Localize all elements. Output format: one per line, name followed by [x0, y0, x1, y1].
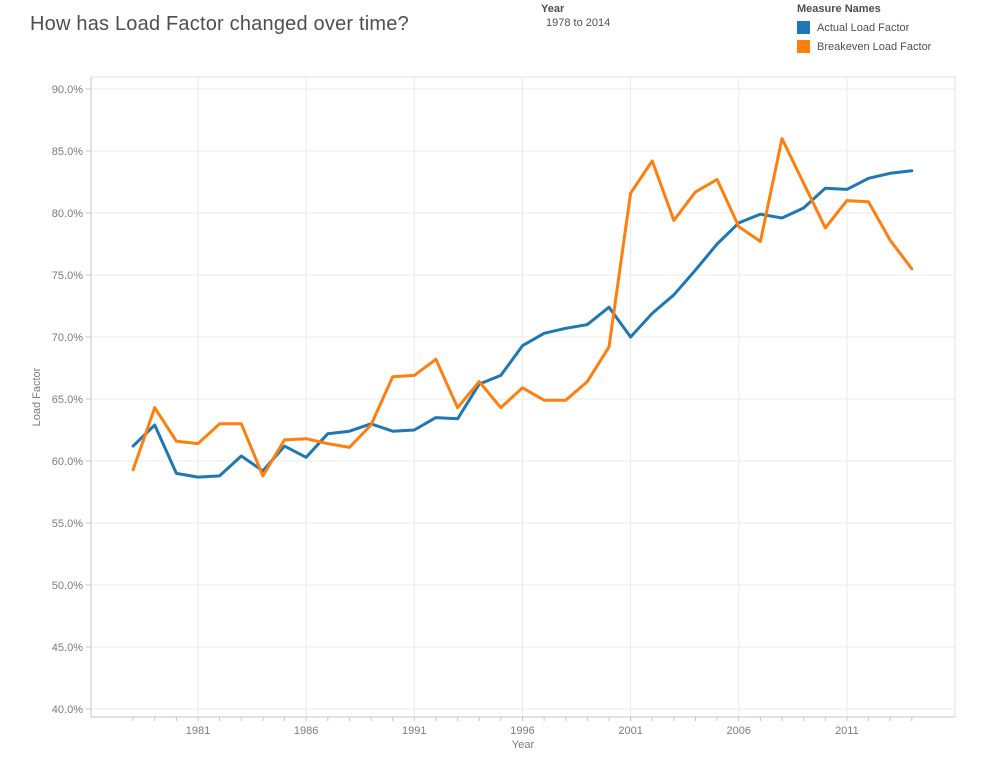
- y-tick-label: 80.0%: [52, 208, 83, 220]
- year-filter: Year 1978 to 2014: [541, 3, 610, 29]
- y-tick-label: 70.0%: [52, 332, 83, 344]
- year-filter-value[interactable]: 1978 to 2014: [546, 17, 611, 29]
- x-tick-label: 2001: [618, 725, 642, 737]
- y-tick-label: 85.0%: [52, 146, 83, 158]
- y-tick-label: 45.0%: [52, 642, 83, 654]
- y-tick-label: 60.0%: [52, 456, 83, 468]
- y-tick-label: 90.0%: [52, 84, 83, 96]
- plot-border: [90, 76, 956, 718]
- y-tick-label: 75.0%: [52, 270, 83, 282]
- breakeven-load-factor-line[interactable]: [131, 137, 914, 478]
- x-tick-label: 1981: [186, 725, 210, 737]
- legend-item-actual[interactable]: Actual Load Factor: [797, 21, 931, 34]
- x-tick-label: 2006: [727, 725, 751, 737]
- actual-swatch-icon: [797, 21, 810, 34]
- legend: Measure Names Actual Load Factor Breakev…: [797, 3, 931, 53]
- legend-item-label: Actual Load Factor: [817, 21, 910, 34]
- x-tick-label: 1986: [294, 725, 318, 737]
- legend-item-breakeven[interactable]: Breakeven Load Factor: [797, 40, 931, 53]
- x-tick-label: 1991: [402, 725, 426, 737]
- breakeven-swatch-icon: [797, 40, 810, 53]
- y-tick-label: 40.0%: [52, 704, 83, 716]
- y-tick-label: 65.0%: [52, 394, 83, 406]
- year-filter-label: Year: [541, 3, 565, 15]
- y-tick-label: 55.0%: [52, 518, 83, 530]
- actual-load-factor-line[interactable]: [131, 169, 914, 479]
- x-tick-label: 1996: [510, 725, 534, 737]
- x-tick-label: 2011: [835, 725, 859, 737]
- legend-title: Measure Names: [797, 3, 881, 15]
- x-axis-title: Year: [512, 739, 535, 751]
- y-tick-label: 50.0%: [52, 580, 83, 592]
- legend-item-label: Breakeven Load Factor: [817, 40, 932, 53]
- page-title: How has Load Factor changed over time?: [30, 13, 409, 35]
- y-axis-title: Load Factor: [31, 367, 43, 426]
